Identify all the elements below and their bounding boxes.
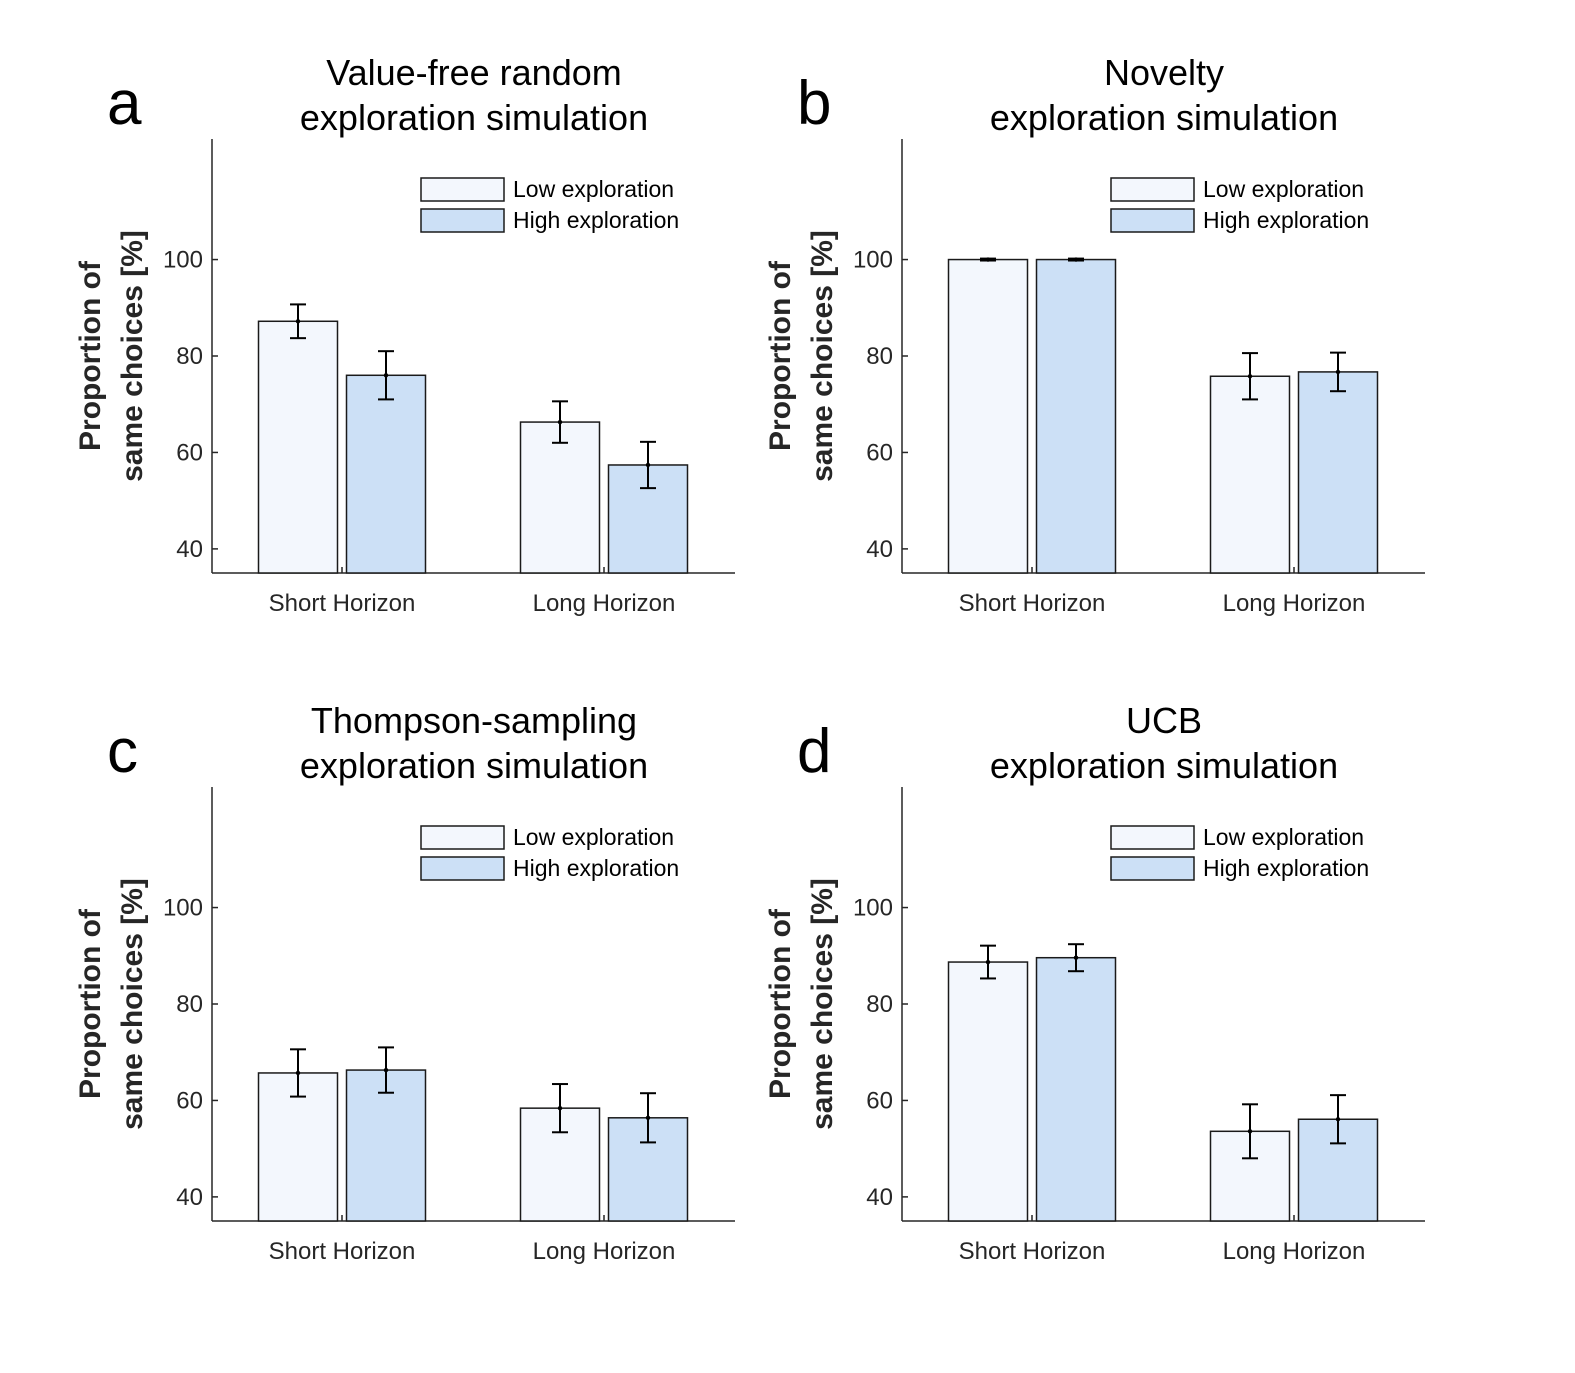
y-tick-label: 100 (853, 247, 893, 274)
y-axis-label-line: Proportion of (74, 260, 107, 451)
y-tick-label: 60 (176, 439, 203, 466)
mean-point (1073, 257, 1079, 262)
bar-low-exploration (519, 421, 601, 574)
mean-point (1335, 1117, 1341, 1122)
y-axis-label: Proportion of same choices [%] (74, 230, 149, 482)
x-tick-label: Long Horizon (1223, 1238, 1366, 1265)
y-tick-label: 40 (176, 1184, 203, 1211)
y-axis-label: Proportion of same choices [%] (764, 230, 839, 482)
x-tick-label: Short Horizon (959, 1238, 1106, 1265)
x-tick-label: Short Horizon (269, 590, 416, 617)
panel-letter: d (797, 717, 831, 786)
y-tick-label: 100 (163, 895, 203, 922)
legend-label: Low exploration (1203, 824, 1364, 850)
mean-point (295, 1070, 301, 1076)
y-tick-label: 100 (853, 895, 893, 922)
y-axis-label: Proportion of same choices [%] (74, 878, 149, 1130)
y-axis-label-line: same choices [%] (116, 878, 149, 1130)
mean-point (1247, 1129, 1253, 1134)
mean-point (645, 462, 651, 468)
mean-point (1073, 955, 1079, 960)
bar-high-exploration (1035, 956, 1117, 1222)
y-tick-label: 80 (866, 991, 893, 1018)
bar-high-exploration (1297, 371, 1379, 574)
mean-point (1247, 374, 1253, 379)
mean-point (985, 257, 991, 262)
legend-swatch (1110, 825, 1195, 850)
y-tick-label: 80 (176, 343, 203, 370)
legend-swatch (1110, 856, 1195, 881)
legend-label: High exploration (1203, 207, 1369, 233)
y-axis-label-line: Proportion of (764, 260, 797, 451)
legend-label: High exploration (513, 207, 679, 233)
legend-label: Low exploration (513, 824, 674, 850)
bar-high-exploration (1035, 258, 1117, 574)
x-tick-label: Long Horizon (533, 1238, 676, 1265)
panel-letter: a (107, 69, 142, 138)
y-axis-label: Proportion of same choices [%] (764, 878, 839, 1130)
bar-high-exploration (345, 374, 427, 574)
legend-swatch (420, 856, 505, 881)
x-tick-label: Long Horizon (533, 590, 676, 617)
mean-point (383, 373, 389, 378)
chart-title-line: UCB (1126, 700, 1202, 741)
mean-point (383, 1067, 389, 1073)
chart-title-line: exploration simulation (990, 745, 1338, 786)
legend-label: Low exploration (513, 176, 674, 202)
panel-letter: b (797, 69, 831, 138)
chart-title-line: exploration simulation (300, 97, 648, 138)
bar-low-exploration (947, 961, 1029, 1222)
chart-title-line: exploration simulation (300, 745, 648, 786)
y-tick-label: 60 (866, 1087, 893, 1114)
y-tick-label: 80 (866, 343, 893, 370)
legend-label: High exploration (1203, 855, 1369, 881)
y-tick-label: 100 (163, 247, 203, 274)
y-tick-label: 40 (176, 536, 203, 563)
bar-high-exploration (345, 1069, 427, 1222)
legend-label: High exploration (513, 855, 679, 881)
mean-point (1335, 369, 1341, 375)
legend-swatch (420, 177, 505, 202)
legend-label: Low exploration (1203, 176, 1364, 202)
y-tick-label: 60 (866, 439, 893, 466)
y-axis-label-line: same choices [%] (806, 878, 839, 1130)
y-tick-label: 40 (866, 536, 893, 563)
mean-point (557, 1105, 563, 1111)
panel-letter: c (107, 717, 138, 786)
chart-title-line: exploration simulation (990, 97, 1338, 138)
x-tick-label: Long Horizon (1223, 590, 1366, 617)
y-tick-label: 80 (176, 991, 203, 1018)
mean-point (985, 959, 991, 965)
mean-point (645, 1115, 651, 1121)
y-axis-label-line: Proportion of (74, 908, 107, 1099)
x-tick-label: Short Horizon (959, 590, 1106, 617)
bar-low-exploration (257, 320, 339, 574)
legend-swatch (1110, 177, 1195, 202)
legend-swatch (1110, 208, 1195, 233)
chart-title-line: Novelty (1104, 52, 1224, 93)
y-axis-label-line: same choices [%] (116, 230, 149, 482)
y-tick-label: 40 (866, 1184, 893, 1211)
y-axis-label-line: same choices [%] (806, 230, 839, 482)
x-tick-label: Short Horizon (269, 1238, 416, 1265)
y-axis-label-line: Proportion of (764, 908, 797, 1099)
chart-title-line: Thompson-sampling (311, 700, 637, 741)
chart-title-line: Value-free random (326, 52, 622, 93)
legend-swatch (420, 208, 505, 233)
legend-swatch (420, 825, 505, 850)
mean-point (557, 419, 563, 425)
mean-point (295, 319, 301, 324)
y-tick-label: 60 (176, 1087, 203, 1114)
bar-low-exploration (1209, 375, 1291, 574)
bar-low-exploration (947, 258, 1029, 574)
